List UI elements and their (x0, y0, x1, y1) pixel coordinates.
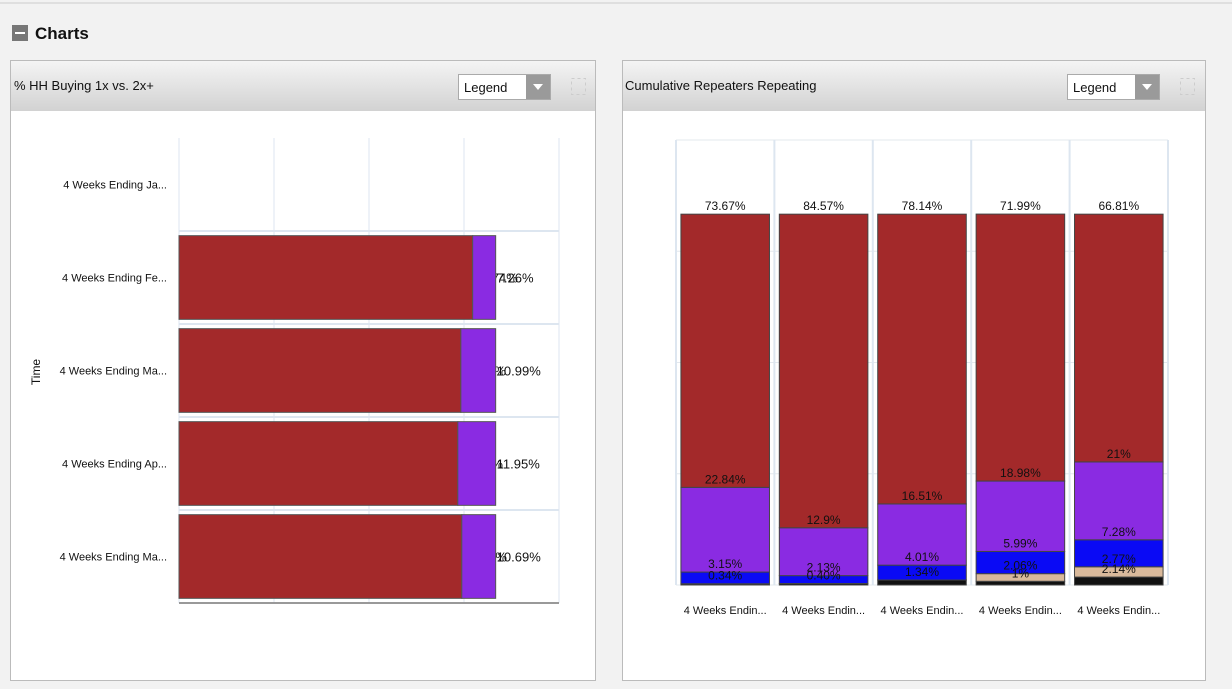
data-label: 7.26% (497, 271, 534, 286)
x-tick-label: 4 Weeks Endin... (782, 605, 865, 617)
data-label: 0.40% (807, 569, 841, 583)
bar-segment (975, 580, 1066, 586)
data-label: 2.06% (1003, 559, 1037, 573)
data-label: 18.98% (1000, 466, 1041, 480)
x-tick-label: 4 Weeks Endin... (881, 605, 964, 617)
data-label: 22.84% (705, 472, 746, 486)
x-tick-label: 4 Weeks Endin... (1077, 605, 1160, 617)
y-tick-label: 4 Weeks Ending Ap... (62, 459, 167, 471)
data-label: 78.14% (902, 199, 943, 213)
bar-segment (178, 235, 474, 320)
data-label: 2.13% (807, 561, 841, 575)
data-label: 0.34% (708, 569, 742, 583)
data-label: 10.99% (497, 364, 542, 379)
y-tick-label: 4 Weeks Ending Fe... (62, 273, 167, 285)
bar-segment (461, 514, 497, 599)
data-label: 71.99% (1000, 199, 1041, 213)
bar-segment (877, 579, 967, 586)
data-label: 73.67% (705, 199, 746, 213)
panel-title: % HH Buying 1x vs. 2x+ (14, 78, 154, 93)
panel: % HH Buying 1x vs. 2x+ Legend (10, 60, 596, 681)
bar-segment (680, 213, 770, 488)
bar-segment (877, 503, 967, 566)
bar-segment (460, 328, 497, 413)
data-label: 12.9% (807, 513, 841, 527)
dropdown-arrow (533, 84, 543, 90)
bar-segment (178, 421, 459, 506)
data-label: 2.14% (1102, 562, 1136, 576)
data-label: 2.77% (1102, 552, 1136, 566)
x-tick-label: 4 Weeks Endin... (684, 605, 767, 617)
data-label: 16.51% (902, 489, 943, 503)
data-label: 1% (1012, 566, 1030, 580)
bar-segment (877, 213, 967, 505)
bar-segment (1074, 576, 1164, 586)
data-label: 66.81% (1098, 199, 1139, 213)
legend-button-text: Legend (1073, 80, 1116, 95)
y-axis-label: Time (29, 359, 43, 386)
data-label: 3.15% (708, 557, 742, 571)
bar-segment (778, 213, 869, 529)
data-label: 1.34% (905, 565, 939, 579)
y-tick-label: 4 Weeks Ending Ma... (60, 552, 167, 564)
data-label: 84.57% (803, 199, 844, 213)
bar-segment (1074, 213, 1164, 463)
data-label: 5.99% (1003, 536, 1037, 550)
panel-title: Cumulative Repeaters Repeating (625, 78, 817, 93)
legend-button-text: Legend (464, 80, 507, 95)
maximize-icon[interactable] (1180, 78, 1195, 95)
bar-segment (1074, 539, 1164, 568)
bar-segment (457, 421, 497, 506)
bar-segment (975, 480, 1066, 552)
dropdown-arrow (1142, 84, 1152, 90)
bar-segment (178, 514, 463, 599)
collapse-icon-bar (15, 32, 25, 34)
bar-segment (680, 486, 770, 573)
bar-segment (178, 328, 462, 413)
data-label: 7.28% (1102, 525, 1136, 539)
x-tick-label: 4 Weeks Endin... (979, 605, 1062, 617)
data-label: 10.69% (497, 550, 542, 565)
section-title: Charts (35, 24, 89, 43)
bar-segment (778, 527, 869, 577)
data-label: 11.95% (497, 457, 541, 472)
data-label: 4.01% (905, 550, 939, 564)
y-tick-label: 4 Weeks Ending Ma... (60, 366, 167, 378)
maximize-icon[interactable] (571, 78, 586, 95)
y-tick-label: 4 Weeks Ending Ja... (63, 180, 167, 192)
data-label: 21% (1107, 447, 1131, 461)
bar-segment (975, 213, 1066, 482)
bar-segment (472, 235, 497, 320)
